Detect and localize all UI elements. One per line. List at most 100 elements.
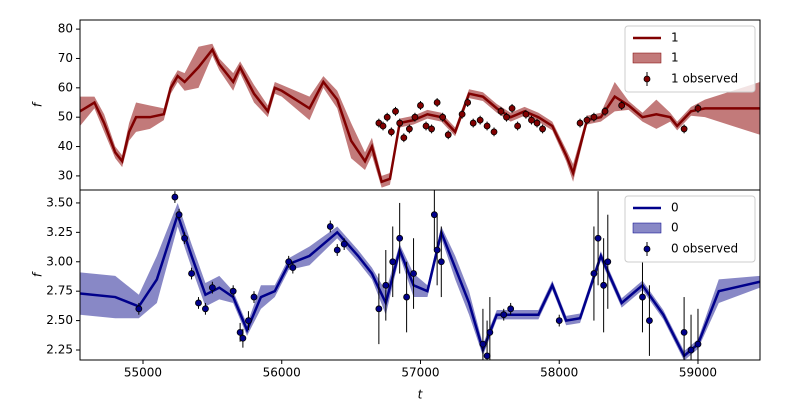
legend-label: 1 observed — [671, 72, 738, 86]
observed-point — [422, 122, 430, 130]
observed-point — [500, 311, 508, 319]
observed-point — [340, 240, 348, 248]
observed-point — [433, 246, 441, 254]
legend-box — [624, 25, 756, 93]
y-tick-label: 30 — [58, 168, 73, 182]
legend-label: 1 — [671, 31, 679, 45]
observed-point — [486, 328, 494, 336]
x-tick-label: 57000 — [401, 366, 439, 380]
observed-point — [601, 107, 609, 115]
observed-point — [507, 305, 515, 313]
legend-band-swatch — [632, 222, 662, 234]
legend-label: 1 — [671, 51, 679, 65]
observed-point — [400, 134, 408, 142]
observed-point — [245, 317, 252, 324]
observed-point — [403, 293, 411, 301]
y-tick-label: 40 — [58, 139, 73, 153]
legend-point-swatch — [643, 245, 651, 253]
observed-point — [590, 113, 598, 121]
observed-point — [483, 352, 491, 360]
observed-point — [433, 99, 441, 106]
observed-point — [430, 211, 438, 219]
observed-point — [405, 125, 413, 133]
x-tick-label: 58000 — [540, 366, 578, 380]
y-axis-label: f — [31, 101, 45, 107]
observed-point — [135, 305, 143, 313]
observed-point — [687, 346, 695, 354]
observed-point — [583, 116, 591, 124]
plot-area — [80, 43, 760, 188]
observed-point — [175, 211, 183, 219]
observed-point — [229, 287, 237, 295]
observed-point — [392, 107, 399, 115]
mean-line — [80, 47, 760, 184]
legend-label: 0 observed — [671, 242, 738, 256]
observed-point — [533, 119, 541, 127]
y-tick-label: 3.25 — [46, 225, 73, 239]
observed-point — [604, 258, 612, 266]
observed-point — [464, 99, 472, 106]
observed-point — [555, 317, 563, 324]
x-tick-label: 55000 — [124, 366, 162, 380]
legend-box — [624, 195, 756, 263]
observed-point — [590, 270, 598, 277]
observed-point — [694, 104, 702, 112]
observed-point — [411, 113, 419, 121]
observed-point — [479, 340, 487, 348]
observed-point — [528, 116, 535, 124]
observed-point — [639, 293, 646, 301]
observed-point — [410, 270, 417, 277]
y-tick-label: 80 — [58, 22, 73, 36]
observed-point — [680, 328, 688, 336]
observed-point — [483, 122, 491, 130]
y-tick-label: 3.50 — [46, 195, 73, 209]
observed-point — [444, 131, 452, 139]
x-tick-label: 59000 — [679, 366, 717, 380]
observed-point — [396, 234, 404, 242]
observed-point — [202, 305, 209, 313]
observed-point — [458, 110, 466, 118]
observed-point — [600, 281, 608, 289]
observed-point — [171, 193, 179, 201]
observed-point — [522, 110, 530, 118]
observed-point — [236, 328, 244, 336]
confidence-band — [80, 43, 760, 188]
observed-point — [383, 113, 391, 121]
y-tick-label: 2.75 — [46, 284, 73, 298]
observed-point — [428, 125, 435, 133]
legend-label: 0 — [671, 221, 679, 235]
observed-point — [508, 104, 516, 112]
observed-point — [326, 223, 334, 230]
legend-band-swatch — [632, 52, 662, 64]
observed-point — [289, 264, 297, 272]
observed-point — [680, 125, 688, 133]
observed-point — [539, 125, 546, 133]
observed-point — [375, 305, 383, 313]
y-tick-label: 2.50 — [46, 313, 73, 327]
legend-label: 0 — [671, 201, 679, 215]
observed-point — [188, 270, 195, 277]
observed-point — [195, 299, 202, 307]
observed-point — [250, 293, 258, 301]
observed-point — [576, 119, 584, 127]
observed-point — [439, 113, 447, 121]
y-tick-label: 3.00 — [46, 254, 73, 268]
observed-point — [333, 246, 341, 254]
observed-point — [285, 258, 293, 266]
observed-point — [503, 113, 510, 121]
observed-point — [646, 317, 653, 324]
observed-point — [181, 234, 189, 242]
observed-point — [387, 128, 395, 136]
y-tick-label: 60 — [58, 80, 73, 94]
observed-point — [469, 119, 477, 127]
x-tick-label: 56000 — [263, 366, 301, 380]
observed-point — [208, 284, 216, 292]
observed-point — [382, 281, 390, 289]
observed-point — [239, 334, 247, 342]
y-tick-label: 2.25 — [46, 343, 73, 357]
observed-point — [497, 107, 505, 115]
observed-point — [594, 234, 602, 242]
observed-point — [476, 116, 484, 124]
legend: 1 1 1 observed — [624, 25, 756, 93]
